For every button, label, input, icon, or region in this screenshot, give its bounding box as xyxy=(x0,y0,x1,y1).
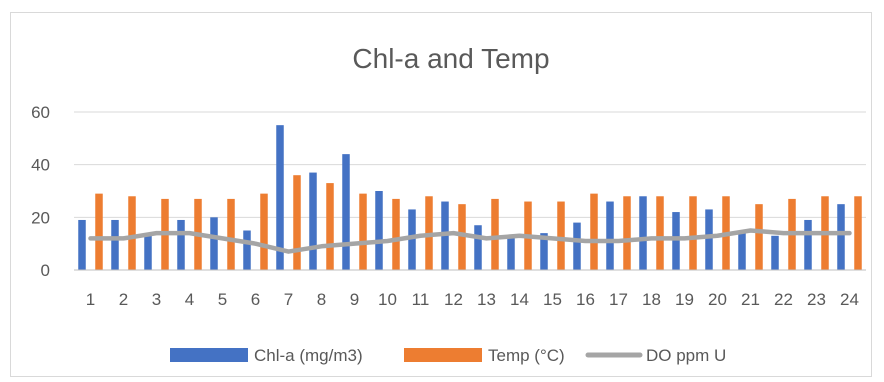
x-tick-label: 22 xyxy=(774,290,793,309)
x-tick-label: 10 xyxy=(378,290,397,309)
bar-chla xyxy=(705,209,713,270)
x-tick-label: 1 xyxy=(86,290,95,309)
x-tick-label: 18 xyxy=(642,290,661,309)
x-tick-label: 11 xyxy=(412,290,430,309)
bar-chla xyxy=(243,230,251,270)
bar-temp xyxy=(95,193,103,270)
x-tick-label: 5 xyxy=(218,290,227,309)
bar-chla xyxy=(177,219,185,270)
bar-chla xyxy=(342,154,350,270)
x-axis-ticks: 1 2 3 4 5 6 7 8 9 10 11 12 13 14 15 16 17 18 19 20 21 22 23 24 xyxy=(86,290,859,309)
bar-temp xyxy=(491,198,499,270)
bar-temp xyxy=(359,193,367,270)
bar-temp xyxy=(326,183,334,270)
bar-temp xyxy=(755,204,763,270)
x-tick-label: 24 xyxy=(840,290,859,309)
x-tick-label: 14 xyxy=(510,290,529,309)
x-tick-label: 21 xyxy=(741,290,760,309)
bar-chla xyxy=(474,225,482,270)
legend-swatch xyxy=(404,348,482,362)
y-axis-ticks: 0 20 40 60 xyxy=(31,103,50,280)
x-tick-label: 20 xyxy=(708,290,727,309)
bar-chla xyxy=(309,172,317,270)
x-tick-label: 15 xyxy=(543,290,562,309)
bar-chla xyxy=(144,233,152,270)
x-tick-label: 6 xyxy=(251,290,260,309)
legend-label: DO ppm U xyxy=(646,346,726,365)
line-series xyxy=(88,228,852,254)
bar-chla xyxy=(408,209,416,270)
bar-temp xyxy=(227,198,235,270)
y-tick-label: 20 xyxy=(31,208,50,227)
bar-temp xyxy=(293,175,301,270)
bar-temp xyxy=(854,196,862,270)
legend: Chl-a (mg/m3) Temp (°C) DO ppm U xyxy=(170,346,726,365)
bar-chla xyxy=(276,125,284,271)
y-tick-label: 40 xyxy=(31,156,50,175)
bar-chla xyxy=(540,233,548,270)
x-tick-label: 19 xyxy=(675,290,694,309)
x-tick-label: 13 xyxy=(477,290,496,309)
bar-chla xyxy=(804,219,812,270)
x-tick-label: 3 xyxy=(152,290,161,309)
bar-chla xyxy=(507,235,515,270)
bar-temp xyxy=(458,204,466,270)
bar-temp xyxy=(590,193,598,270)
x-tick-label: 16 xyxy=(576,290,595,309)
line-do-ppm xyxy=(88,228,852,254)
gridlines xyxy=(74,111,866,218)
bar-temp xyxy=(557,201,565,270)
x-tick-label: 8 xyxy=(317,290,326,309)
x-tick-label: 4 xyxy=(185,290,194,309)
bar-chla xyxy=(210,217,218,270)
bar-temp xyxy=(656,196,664,270)
y-tick-label: 0 xyxy=(41,261,50,280)
bars xyxy=(78,125,862,271)
x-tick-label: 9 xyxy=(350,290,359,309)
bar-temp xyxy=(623,196,631,270)
legend-label: Chl-a (mg/m3) xyxy=(254,346,363,365)
chart-title: Chl-a and Temp xyxy=(352,43,549,74)
x-tick-label: 23 xyxy=(807,290,826,309)
bar-chla xyxy=(111,219,119,270)
bar-chla xyxy=(672,212,680,270)
y-tick-label: 60 xyxy=(31,103,50,122)
x-tick-label: 2 xyxy=(119,290,128,309)
bar-chla xyxy=(837,204,845,270)
bar-temp xyxy=(128,196,136,270)
bar-chla xyxy=(771,235,779,270)
bar-chla xyxy=(606,201,614,270)
bar-chla xyxy=(738,233,746,270)
bar-chla xyxy=(78,219,86,270)
legend-swatch xyxy=(170,348,248,362)
bar-temp xyxy=(260,193,268,270)
x-tick-label: 17 xyxy=(609,290,628,309)
x-tick-label: 7 xyxy=(284,290,293,309)
bar-chla xyxy=(639,196,647,270)
chart-frame xyxy=(10,12,872,377)
bar-chla xyxy=(573,222,581,270)
x-tick-label: 12 xyxy=(444,290,463,309)
bar-temp xyxy=(689,196,697,270)
bar-chla xyxy=(375,191,383,270)
legend-label: Temp (°C) xyxy=(488,346,565,365)
bar-temp xyxy=(392,198,400,270)
